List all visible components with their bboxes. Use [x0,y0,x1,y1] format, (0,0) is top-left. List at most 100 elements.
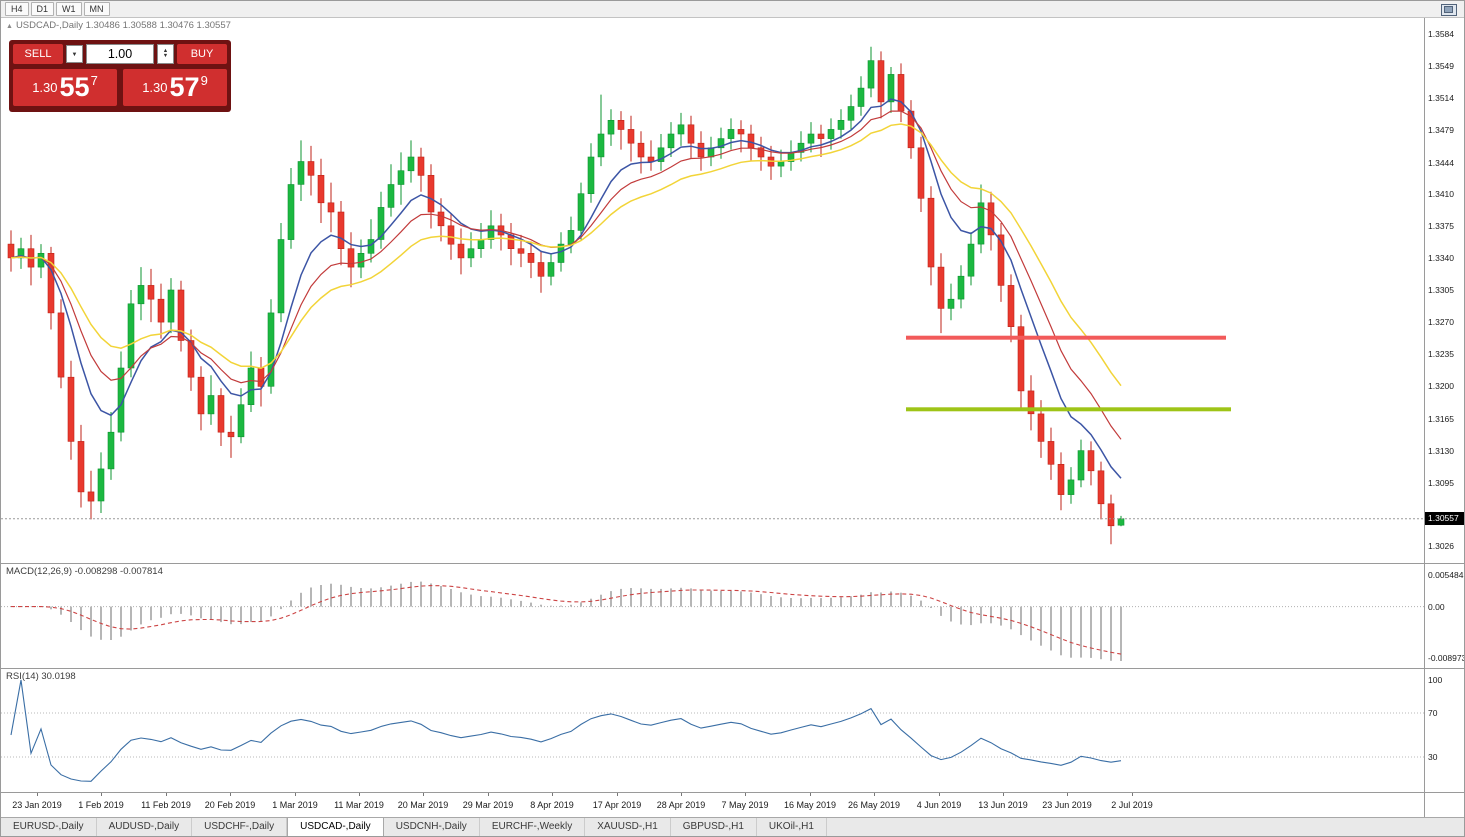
date-axis-label: 8 Apr 2019 [530,800,574,810]
ma-ema13-line[interactable] [10,110,1122,440]
panel-separator[interactable] [1,563,1464,564]
date-tick [939,792,940,796]
main-chart-panel[interactable]: ▲ USDCAD-,Daily 1.30486 1.30588 1.30476 1… [1,18,1424,563]
price-axis-label: 1.3095 [1428,477,1454,488]
date-tick [617,792,618,796]
rsi-indicator-panel[interactable]: RSI(14) 30.0198 [1,668,1424,792]
price-axis-label: 1.3479 [1428,125,1454,136]
price-axis-label: 1.3235 [1428,349,1454,360]
price-axis-label: 1.3305 [1428,285,1454,295]
sell-button[interactable]: SELL [13,44,63,64]
date-axis-label: 11 Feb 2019 [141,800,191,810]
timeframe-toolbar: H4 D1 W1 MN [1,1,1464,18]
panel-separator[interactable] [1,668,1464,669]
sell-price-big: 55 [59,72,90,102]
tab-usdcad-daily[interactable]: USDCAD-,Daily [287,818,384,836]
date-tick [1003,792,1004,796]
date-tick [874,792,875,796]
price-axis[interactable]: 1.3584 1.3549 1.3514 1.3479 1.3444 1.3410 1.33… [1424,18,1464,819]
macd-axis-label: 0.00 [1428,601,1445,612]
date-axis-label: 20 Mar 2019 [397,800,449,810]
timeframe-button-h4[interactable]: H4 [5,2,29,16]
buy-price-big: 57 [169,72,200,102]
buy-button[interactable]: BUY [177,44,227,64]
price-axis-label: 1.3549 [1428,61,1454,72]
date-tick [230,792,231,796]
date-tick [488,792,489,796]
timeframe-button-mn[interactable]: MN [83,2,110,16]
timeframe-button-d1[interactable]: D1 [30,2,55,16]
date-tick [745,792,746,796]
price-axis-label: 1.3584 [1428,29,1454,39]
macd-signal-line [11,585,1122,655]
date-tick [1067,792,1068,796]
date-tick [681,792,682,796]
rsi-line [10,679,1122,782]
date-tick [101,792,102,796]
date-axis-label: 2 Jul 2019 [1111,800,1153,810]
price-axis-label: 1.3200 [1428,381,1454,392]
tab-gbpusd-h1[interactable]: GBPUSD-,H1 [671,818,757,836]
date-axis-label: 1 Feb 2019 [78,800,124,810]
volume-dropdown-icon[interactable]: ▼ [66,45,83,63]
rsi-axis-label: 100 [1428,675,1443,685]
date-axis-label: 29 Mar 2019 [462,800,514,810]
spinner-up-icon[interactable]: ▲ [162,47,169,54]
date-axis-label: 20 Feb 2019 [204,800,256,810]
date-axis-label: 11 Mar 2019 [334,800,384,810]
candlestick-chart[interactable] [1,18,1424,563]
macd-axis-label: -0.008973 [1428,653,1465,664]
tab-eurusd-daily[interactable]: EURUSD-,Daily [1,818,97,836]
timeframe-button-w1[interactable]: W1 [56,2,82,16]
tab-ukoil-h1[interactable]: UKOil-,H1 [757,818,827,836]
chart-ohlc-title: USDCAD-,Daily 1.30486 1.30588 1.30476 1.… [15,20,231,31]
date-axis-label: 7 May 2019 [721,800,769,810]
rsi-label: RSI(14) 30.0198 [6,671,76,682]
chart-area: ▲ USDCAD-,Daily 1.30486 1.30588 1.30476 1… [1,18,1464,819]
date-axis-label: 23 Jan 2019 [12,800,62,810]
tab-xauusd-h1[interactable]: XAUUSD-,H1 [585,818,671,836]
tab-eurchf-weekly[interactable]: EURCHF-,Weekly [480,818,586,836]
sell-price-button[interactable]: 1.30 55 7 [13,69,117,106]
ma-ema8-line[interactable] [10,98,1122,479]
price-axis-label: 1.3375 [1428,220,1454,231]
macd-histogram [20,581,1122,661]
spinner-down-icon[interactable]: ▼ [162,53,169,59]
date-axis-label: 4 Jun 2019 [916,800,962,810]
price-axis-label: 1.3444 [1428,157,1454,168]
date-tick [295,792,296,796]
sell-price-sup: 7 [90,73,98,88]
date-tick [1132,792,1133,796]
rsi-axis-label: 30 [1428,752,1438,762]
macd-indicator-panel[interactable]: MACD(12,26,9) -0.008298 -0.007814 [1,563,1424,668]
collapse-icon[interactable]: ▲ [6,23,13,30]
tab-usdchf-daily[interactable]: USDCHF-,Daily [192,818,288,836]
date-axis-label: 1 Mar 2019 [272,800,318,810]
buy-price-button[interactable]: 1.30 57 9 [123,69,227,106]
macd-chart[interactable] [1,563,1424,668]
tab-usdcnh-daily[interactable]: USDCNH-,Daily [384,818,480,836]
rsi-chart[interactable] [1,668,1424,792]
date-tick [166,792,167,796]
volume-input[interactable] [86,44,154,64]
price-axis-label: 1.3165 [1428,413,1454,424]
date-tick [359,792,360,796]
price-axis-label: 1.3130 [1428,445,1454,456]
tab-audusd-daily[interactable]: AUDUSD-,Daily [97,818,193,836]
date-axis-label: 26 May 2019 [847,800,901,810]
resistance-hline[interactable] [906,335,1226,340]
restore-window-icon[interactable] [1441,4,1457,16]
chart-tab-bar: EURUSD-,Daily AUDUSD-,Daily USDCHF-,Daily U… [1,817,1464,836]
date-axis-label: 23 Jun 2019 [1042,800,1092,810]
buy-price-prefix: 1.30 [142,80,168,95]
date-tick [37,792,38,796]
date-tick [552,792,553,796]
volume-spinner[interactable]: ▲ ▼ [157,44,174,64]
macd-axis-label: 0.005484 [1428,570,1464,581]
price-axis-label: 1.3340 [1428,252,1454,263]
date-axis[interactable]: 23 Jan 2019 1 Feb 2019 11 Feb 2019 20 Feb 2… [1,792,1424,819]
ma-ema21-line[interactable] [10,123,1122,387]
macd-label: MACD(12,26,9) -0.008298 -0.007814 [6,566,163,577]
support-hline[interactable] [906,407,1231,412]
